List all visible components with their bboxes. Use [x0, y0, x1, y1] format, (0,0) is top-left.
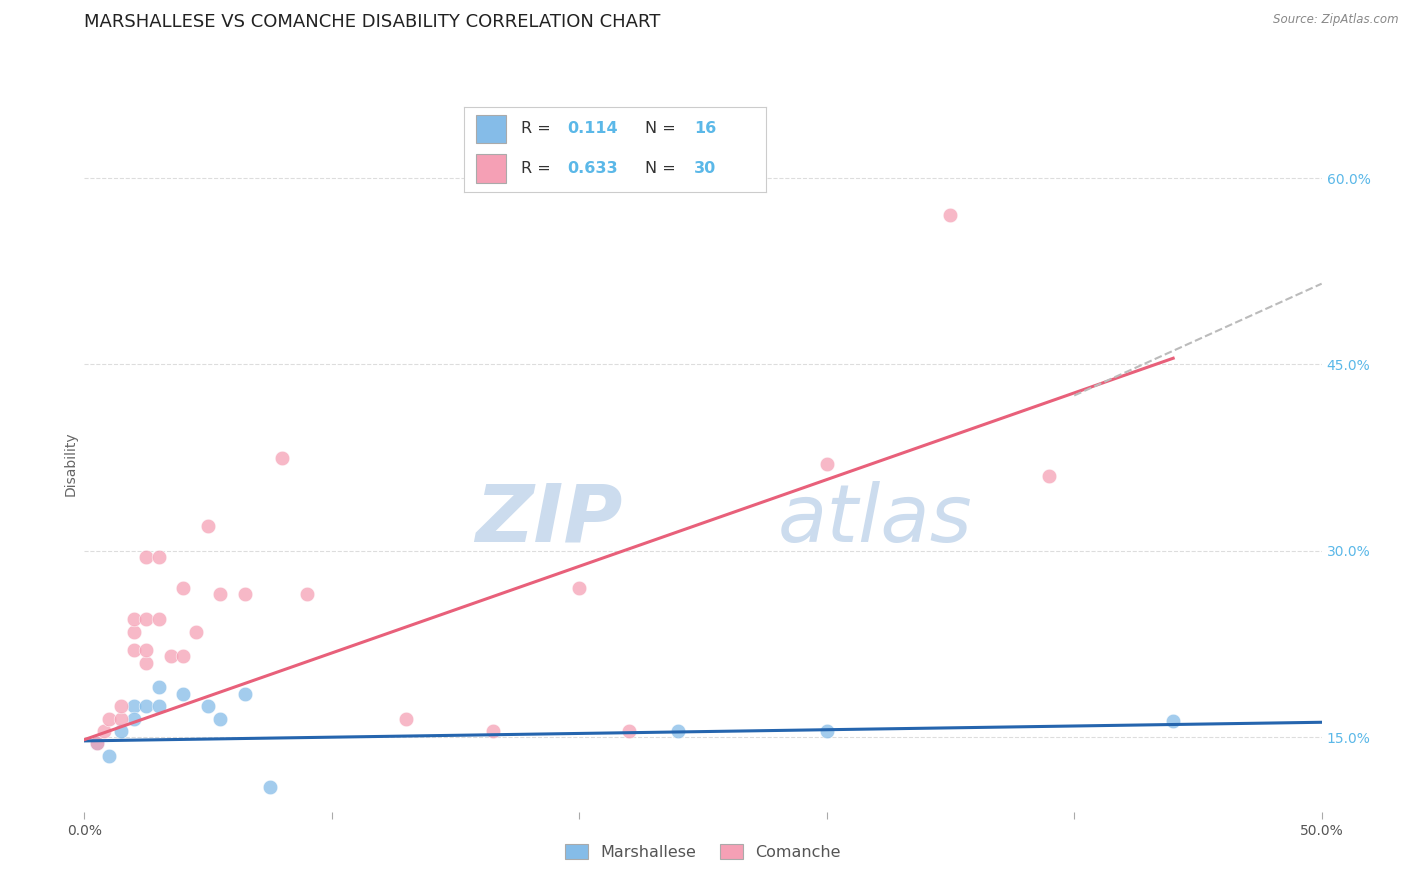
Point [135, 699, 157, 714]
Point [259, 780, 281, 794]
Text: Source: ZipAtlas.com: Source: ZipAtlas.com [1274, 13, 1399, 27]
Point [93, 723, 115, 738]
Point [98, 712, 121, 726]
Point [135, 549, 157, 564]
Text: ZIP: ZIP [475, 481, 623, 558]
Point [815, 723, 838, 738]
Point [122, 699, 145, 714]
Point [148, 549, 170, 564]
Text: 16: 16 [693, 121, 716, 136]
Point [617, 723, 640, 738]
Point [209, 712, 232, 726]
Text: atlas: atlas [778, 481, 972, 558]
Text: 0.114: 0.114 [567, 121, 617, 136]
Point [86, 736, 108, 750]
Point [568, 581, 591, 595]
Point [1161, 714, 1184, 728]
Point [110, 699, 132, 714]
Point [148, 699, 170, 714]
Point [184, 624, 207, 639]
Text: R =: R = [522, 121, 557, 136]
Text: N =: N = [645, 121, 682, 136]
Legend: Marshallese, Comanche: Marshallese, Comanche [558, 838, 848, 866]
Point [815, 457, 838, 471]
Text: 0.633: 0.633 [567, 161, 617, 176]
Bar [477, 154, 506, 183]
Text: 30: 30 [693, 161, 716, 176]
Point [122, 712, 145, 726]
Point [148, 612, 170, 626]
Point [122, 612, 145, 626]
Point [148, 681, 170, 695]
Point [481, 723, 503, 738]
Text: MARSHALLESE VS COMANCHE DISABILITY CORRELATION CHART: MARSHALLESE VS COMANCHE DISABILITY CORRE… [84, 13, 661, 31]
Point [122, 643, 145, 657]
Text: R =: R = [522, 161, 557, 176]
Point [295, 587, 318, 601]
Point [233, 587, 256, 601]
Point [172, 687, 194, 701]
Point [197, 519, 219, 533]
Point [98, 748, 121, 763]
Point [160, 649, 183, 664]
Point [110, 723, 132, 738]
Point [395, 712, 418, 726]
Point [135, 612, 157, 626]
Point [209, 587, 232, 601]
Point [135, 643, 157, 657]
Point [939, 208, 962, 222]
Point [172, 649, 194, 664]
Text: N =: N = [645, 161, 682, 176]
Y-axis label: Disability: Disability [63, 432, 77, 496]
Bar [477, 115, 506, 144]
Point [110, 712, 132, 726]
Point [122, 624, 145, 639]
Point [271, 450, 294, 465]
Point [172, 581, 194, 595]
Point [86, 736, 108, 750]
Point [135, 656, 157, 670]
Point [1038, 469, 1060, 483]
Point [233, 687, 256, 701]
Point [197, 699, 219, 714]
Point [666, 723, 689, 738]
